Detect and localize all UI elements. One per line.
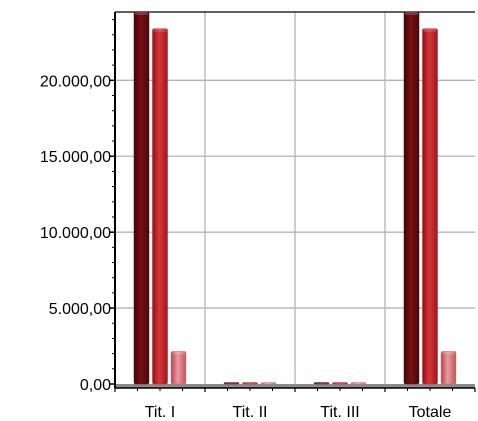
bar-highlight xyxy=(243,382,257,384)
y-tick-label: 0,00 xyxy=(80,377,111,394)
x-tick-label: Totale xyxy=(409,404,452,421)
bar-highlight xyxy=(315,382,328,384)
bar-2-tit-ii xyxy=(242,382,258,385)
gridlines xyxy=(115,12,475,384)
x-tick-label: Tit. I xyxy=(145,404,176,421)
bar-3-totale xyxy=(440,351,457,385)
bar-1-tit-ii xyxy=(223,382,240,385)
bar-highlight xyxy=(225,382,238,384)
bar-2-tit-iii xyxy=(332,382,348,385)
bar-highlight xyxy=(135,12,148,15)
x-tick-label: Tit. II xyxy=(233,404,268,421)
bars xyxy=(133,11,457,385)
bar-highlight xyxy=(172,351,185,355)
x-axis: Tit. I Tit. II Tit. III Totale xyxy=(114,387,476,421)
bar-1-tit-iii xyxy=(313,382,330,385)
bar-highlight xyxy=(423,28,437,32)
y-tick-label: 10.000,00 xyxy=(40,225,111,242)
bar-2-tit-i xyxy=(152,28,168,385)
y-tick-label: 20.000,00 xyxy=(40,73,111,90)
bar-highlight xyxy=(153,28,167,32)
bar-1-totale xyxy=(403,11,420,385)
bar-highlight xyxy=(352,382,365,384)
plot-floor xyxy=(115,384,475,388)
bar-highlight xyxy=(262,382,275,384)
bar-1-tit-i xyxy=(133,11,150,385)
y-tick-label: 15.000,00 xyxy=(40,149,111,166)
bar-3-tit-ii xyxy=(260,382,277,385)
bar-3-tit-iii xyxy=(350,382,367,385)
bar-3-tit-i xyxy=(170,351,187,385)
bar-highlight xyxy=(405,12,418,15)
y-tick-label: 5.000,00 xyxy=(49,301,111,318)
x-tick-label: Tit. III xyxy=(320,404,359,421)
y-axis: 0,00 5.000,00 10.000,00 15.000,00 20.000,00 xyxy=(40,12,116,394)
bar-highlight xyxy=(333,382,347,384)
bar-highlight xyxy=(442,351,455,355)
bar-2-totale xyxy=(422,28,438,385)
